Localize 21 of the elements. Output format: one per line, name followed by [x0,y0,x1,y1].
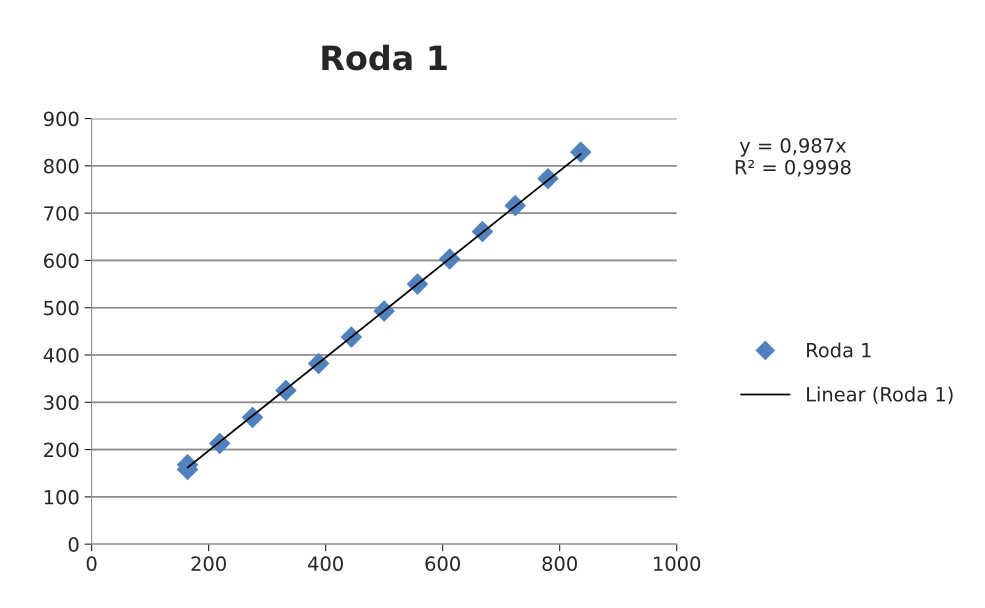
legend-label: Linear (Roda 1) [807,386,953,404]
y-tick-label: 400 [44,348,79,363]
y-tick-label: 300 [44,395,79,410]
x-tick-label: 800 [542,556,577,572]
y-tick-label: 200 [44,442,79,458]
y-tick-label: 500 [44,300,79,316]
y-tick-label: 100 [44,490,79,505]
x-tick-label: 1000 [654,556,700,572]
legend-label: Roda 1 [807,342,871,358]
y-tick-label: 900 [44,112,79,126]
x-tick-label: 600 [425,556,460,572]
y-tick-label: 800 [44,158,79,174]
y-tick-label: 0 [68,537,79,552]
y-tick-label: 700 [44,206,79,221]
point [570,141,592,163]
x-tick-label: 200 [191,556,226,572]
x-tick-label: 400 [308,556,343,572]
text: y = 0,987x R² = 0,9998 [736,138,851,177]
y-tick-label: 600 [44,253,79,268]
chart-title: Roda 1 [322,44,447,70]
x-tick-label: 0 [86,556,96,572]
